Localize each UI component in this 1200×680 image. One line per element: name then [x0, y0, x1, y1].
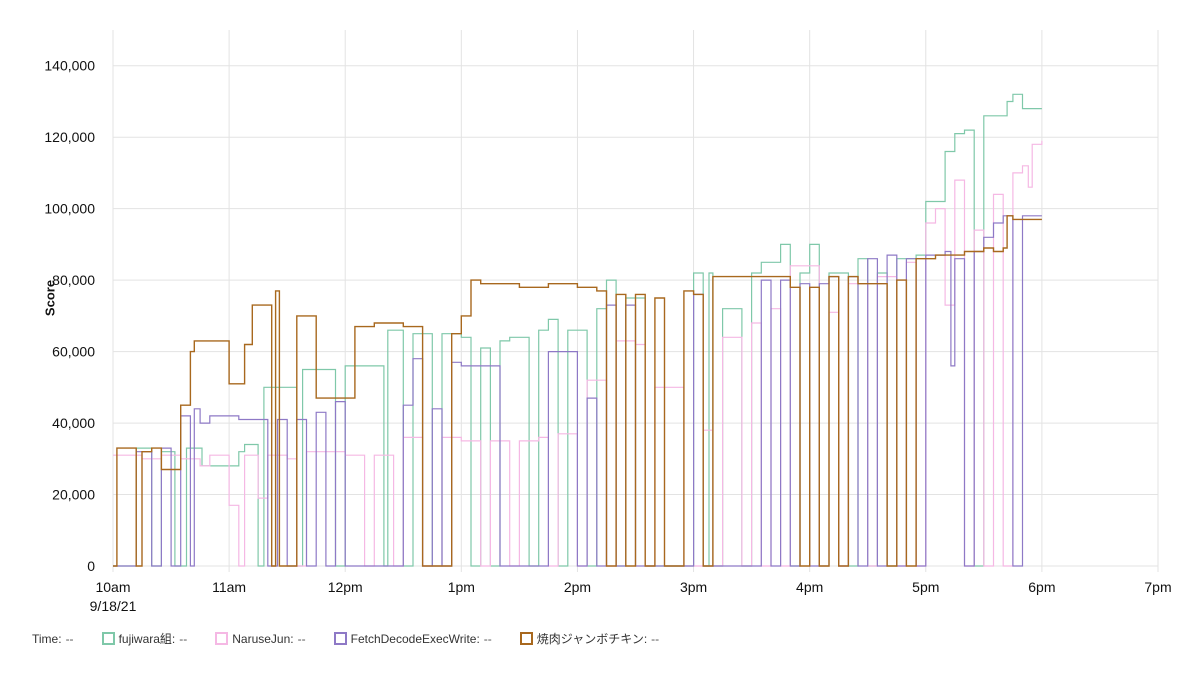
legend-swatch-icon: [101, 632, 115, 645]
legend-item-label: FetchDecodeExecWrite:: [350, 631, 480, 646]
x-tick-label: 10am: [95, 579, 130, 595]
legend: Time: -- fujiwara組: -- NaruseJun: -- Fet…: [32, 630, 659, 647]
series-lines: [113, 93, 1043, 567]
x-tick-label: 12pm: [328, 579, 363, 595]
y-tick-label: 120,000: [44, 129, 95, 145]
x-tick-label: 3pm: [680, 579, 707, 595]
y-tick-label: 100,000: [44, 201, 95, 217]
y-axis-ticks: 0 20,000 40,000 60,000 80,000 100,000 120,000 1…: [44, 58, 95, 574]
x-tick-label: 1pm: [448, 579, 475, 595]
legend-item-value: --: [651, 631, 660, 646]
x-tick-label: 6pm: [1028, 579, 1055, 595]
legend-item-value: --: [483, 631, 492, 646]
legend-item-yakiniku[interactable]: 焼肉ジャンボチキン: --: [519, 630, 660, 647]
x-tick-label: 2pm: [564, 579, 591, 595]
series-line-3: [113, 215, 1042, 567]
y-tick-label: 0: [87, 558, 95, 574]
y-tick-label: 60,000: [52, 344, 95, 360]
legend-item-value: --: [179, 631, 188, 646]
x-tick-label: 5pm: [912, 579, 939, 595]
legend-time-value: --: [65, 631, 74, 646]
y-axis-title: Score: [43, 280, 58, 316]
legend-time-label: Time:: [32, 631, 62, 646]
legend-item-fetchdecodeexecwrite[interactable]: FetchDecodeExecWrite: --: [333, 631, 492, 646]
legend-swatch-icon: [215, 632, 229, 645]
legend-swatch-icon: [333, 632, 347, 645]
x-tick-label: 4pm: [796, 579, 823, 595]
y-tick-label: 40,000: [52, 415, 95, 431]
x-axis-ticks: 10am 11am 12pm 1pm 2pm 3pm 4pm 5pm 6pm 7pm: [95, 579, 1171, 595]
legend-item-value: --: [297, 631, 306, 646]
legend-item-label: NaruseJun:: [232, 631, 294, 646]
y-tick-label: 20,000: [52, 486, 95, 502]
legend-swatch-icon: [519, 632, 533, 645]
legend-item-fujiwara[interactable]: fujiwara組: --: [101, 630, 188, 647]
y-tick-label: 140,000: [44, 58, 95, 74]
legend-item-label: fujiwara組:: [118, 632, 176, 646]
x-tick-label: 11am: [212, 579, 246, 595]
legend-time: Time: --: [32, 632, 74, 646]
legend-item-narusejun[interactable]: NaruseJun: --: [215, 631, 306, 646]
legend-item-label: 焼肉ジャンボチキン:: [536, 632, 648, 646]
x-axis-date-label: 9/18/21: [90, 598, 137, 614]
x-tick-label: 7pm: [1144, 579, 1171, 595]
y-tick-label: 80,000: [52, 272, 95, 288]
